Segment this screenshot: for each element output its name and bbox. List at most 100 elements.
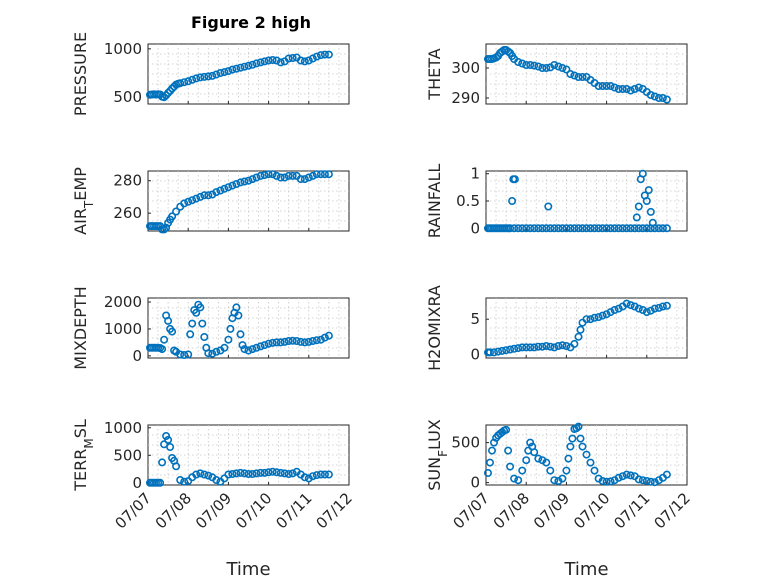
data-point [296, 175, 305, 184]
data-point [300, 57, 309, 66]
data-point [198, 319, 207, 328]
data-point [598, 82, 607, 91]
data-point [562, 341, 571, 350]
y-tick-label: 260 [113, 204, 142, 222]
data-point [574, 224, 583, 233]
data-point [244, 61, 253, 70]
data-point [212, 70, 221, 79]
data-point [602, 82, 611, 91]
data-point [514, 476, 523, 485]
y-tick-label: 300 [451, 59, 480, 77]
data-point [284, 336, 293, 345]
data-point [590, 466, 599, 475]
y-tick-label: 500 [113, 446, 142, 464]
data-point [614, 85, 623, 94]
data-point [324, 50, 333, 59]
data-point [485, 458, 494, 467]
data-point [489, 348, 498, 357]
data-point [168, 327, 177, 336]
data-point [526, 343, 535, 352]
data-point [546, 466, 555, 475]
data-point [224, 183, 233, 192]
y-axis-label-main: RAINFALL [425, 164, 444, 239]
data-point [312, 336, 321, 345]
data-point [292, 336, 301, 345]
data-point [530, 343, 539, 352]
data-point [188, 75, 197, 84]
data-point [284, 171, 293, 180]
data-point [510, 224, 519, 233]
y-axis-label-sub: T [82, 200, 96, 209]
data-point [200, 470, 209, 479]
x-tick-label: 07/11 [272, 489, 315, 532]
data-point [638, 224, 647, 233]
data-point [180, 350, 189, 359]
data-point [550, 60, 559, 69]
data-point [304, 337, 313, 346]
figure-title: Figure 2 high [191, 13, 311, 32]
y-axis-label: THETA [425, 48, 444, 100]
data-point [164, 88, 173, 97]
data-point [158, 458, 167, 467]
data-point [308, 472, 317, 481]
data-point [610, 83, 619, 92]
data-point [192, 308, 201, 317]
data-point [658, 224, 667, 233]
data-point [244, 469, 253, 478]
data-point [284, 54, 293, 63]
data-point [272, 171, 281, 180]
y-tick-label: 0 [470, 219, 480, 237]
y-tick-label: 500 [451, 434, 480, 452]
data-point [160, 93, 169, 102]
y-axis-label-sub: F [436, 450, 450, 457]
data-point [320, 50, 329, 59]
y-axis-label: MIXDEPTH [71, 286, 90, 369]
data-point [570, 71, 579, 80]
data-point [626, 471, 635, 480]
data-point [542, 64, 551, 73]
data-point [264, 339, 273, 348]
data-point [574, 422, 583, 431]
x-tick-label: 07/12 [651, 489, 694, 532]
y-axis-label-main: PRESSURE [71, 32, 90, 116]
data-point [483, 468, 492, 477]
data-point [646, 477, 655, 486]
data-point [538, 224, 547, 233]
data-point [224, 470, 233, 479]
data-point [526, 224, 535, 233]
data-point [316, 170, 325, 179]
y-tick-label: 280 [113, 172, 142, 190]
data-point [320, 470, 329, 479]
data-point [264, 56, 273, 65]
data-point [276, 173, 285, 182]
data-point [642, 308, 651, 317]
y-axis-label: H2OMIXRA [425, 285, 444, 371]
y-tick-label: 1000 [104, 419, 142, 437]
data-point [252, 59, 261, 68]
x-axis-label: Time [225, 559, 270, 580]
data-point [248, 175, 257, 184]
data-point [196, 192, 205, 201]
data-point [514, 344, 523, 353]
y-tick-label: 290 [451, 89, 480, 107]
data-point [304, 474, 313, 483]
data-point [626, 86, 635, 95]
data-point [576, 434, 585, 443]
data-point [526, 60, 535, 69]
y-tick-label: 0 [470, 345, 480, 363]
data-point [240, 177, 249, 186]
data-point [578, 442, 587, 451]
y-tick-label: 1 [470, 165, 480, 183]
data-point [220, 68, 229, 77]
data-point [622, 299, 631, 308]
data-point [598, 224, 607, 233]
y-axis-label-tail: LUX [425, 419, 444, 450]
data-point [626, 301, 635, 310]
data-point [280, 337, 289, 346]
data-point [252, 469, 261, 478]
data-point [614, 304, 623, 313]
data-point [504, 446, 513, 455]
data-point [487, 446, 496, 455]
data-point [196, 73, 205, 82]
data-point [264, 468, 273, 477]
